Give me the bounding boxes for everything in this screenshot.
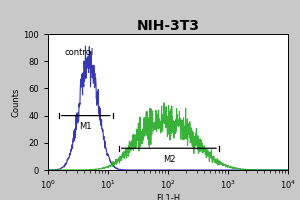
Text: M2: M2 xyxy=(163,155,175,164)
Y-axis label: Counts: Counts xyxy=(11,87,20,117)
Text: control: control xyxy=(65,48,94,57)
X-axis label: FL1-H: FL1-H xyxy=(156,194,180,200)
Text: M1: M1 xyxy=(80,122,92,131)
Title: NIH-3T3: NIH-3T3 xyxy=(136,19,200,33)
